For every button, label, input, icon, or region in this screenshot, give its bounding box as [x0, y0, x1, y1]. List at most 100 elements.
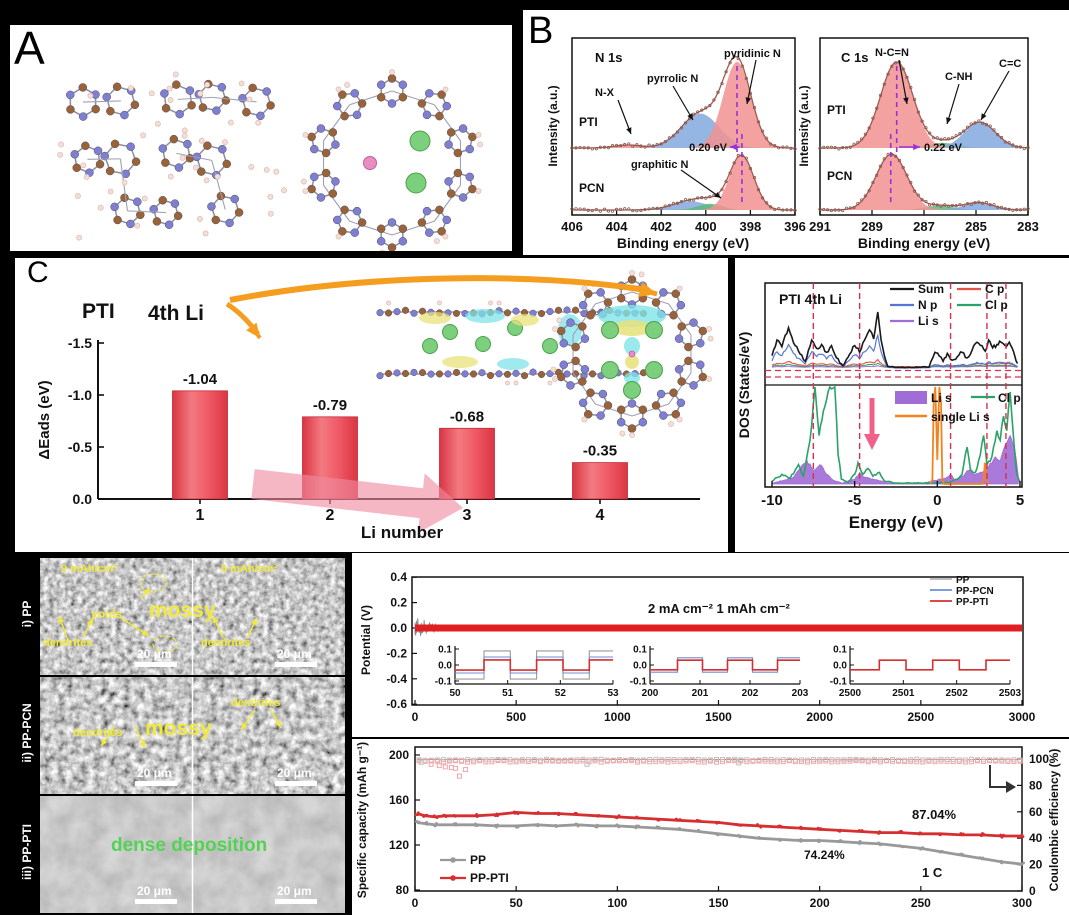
tick-label: 160	[389, 793, 409, 807]
tick-label: 0.0	[833, 661, 847, 672]
tick-label: 398	[740, 219, 762, 234]
c1s-title: C 1s	[841, 50, 868, 65]
sem-annotation-shapes	[58, 573, 282, 749]
bar-value-label: -1.04	[183, 371, 218, 388]
sem-annotation: mossy	[145, 717, 212, 740]
tick-label: 500	[506, 710, 526, 724]
tick-label: 285	[965, 219, 987, 234]
tick-label: 51	[502, 688, 514, 699]
panel-b-letter: B	[528, 10, 554, 52]
legend-label: PP	[470, 853, 486, 867]
tick-label: 0.0	[438, 661, 452, 672]
dos-ylabel: DOS (States/eV)	[736, 332, 752, 439]
bar-li-1	[172, 390, 228, 500]
tick-label: 2501	[892, 688, 915, 699]
tick-label: -0.2	[386, 646, 407, 660]
sem-row-label: iii) PP-PTI	[20, 824, 34, 881]
tick-label: 0.1	[438, 645, 452, 656]
tick-label: 5	[1016, 492, 1024, 509]
tick-label: 0.1	[633, 645, 647, 656]
c1s-cnh-label: C-NH	[945, 71, 973, 83]
bar-li-4	[572, 462, 628, 500]
tick-label: 0	[412, 710, 419, 724]
tick-label: 201	[692, 688, 709, 699]
tick-label: 396	[784, 219, 806, 234]
tick-label: 0.2	[390, 596, 407, 610]
tick-label: 2500	[907, 710, 934, 724]
c1s-pti-label: PTI	[827, 103, 846, 117]
sem-image-r1c1	[40, 558, 192, 675]
tick-label: 0.1	[833, 645, 847, 656]
tick-label: 2503	[999, 688, 1022, 699]
tick-label: 60	[1029, 805, 1043, 819]
scale-label: 20 μm	[277, 766, 312, 780]
sem-grid	[40, 558, 345, 913]
legend-label: N p	[918, 298, 937, 312]
tick-label: 291	[809, 219, 831, 234]
c1s-cc-label: C=C	[999, 58, 1021, 70]
retention-gray: 74.24%	[804, 848, 845, 862]
legend-label: Cl p	[998, 391, 1021, 405]
symmetric-cell-chart: 0.4 0.2 0.0 -0.2 -0.4 -0.6 0 500 1000 1500 2000 250…	[359, 570, 1036, 724]
scale-label: 20 μm	[137, 766, 172, 780]
tick-label: 283	[1017, 219, 1039, 234]
adsorption-energy-chart: -1.5-1.0-0.50.0-1.041-0.792-0.683-0.354 …	[36, 270, 714, 542]
tick-label: 20	[1029, 858, 1043, 872]
tick-label: 1	[196, 507, 205, 524]
tick-label: 0	[412, 896, 419, 910]
sem-annotation: dendrites	[201, 637, 251, 649]
tick-label: 0.0	[390, 621, 407, 635]
tick-label: 80	[396, 883, 410, 897]
legend-label: Li s	[918, 314, 939, 328]
tick-label: 0.4	[390, 570, 407, 584]
sem-annotation: 5 mAh/cm²	[221, 563, 278, 575]
tick-label: 202	[742, 688, 759, 699]
tick-label: 53	[607, 688, 619, 699]
legend-label: PP-PTI	[956, 597, 988, 608]
n1s-title: N 1s	[595, 50, 622, 65]
tick-label: 0.0	[73, 491, 93, 507]
scale-label: 20 μm	[277, 647, 312, 661]
c1s-ylabel: Intensity (a.u.)	[797, 85, 811, 166]
scale-label: 20 μm	[137, 884, 172, 898]
tick-label: 1500	[705, 710, 732, 724]
tick-label: -0.1	[830, 677, 848, 688]
tick-label: 52	[555, 688, 567, 699]
tick-label: -0.1	[435, 677, 453, 688]
legend-label: PP	[956, 575, 970, 586]
n1s-pyrrolic-label: pyrrolic N	[647, 73, 698, 85]
sem-annotation: voids	[91, 607, 123, 621]
sem-image-r2c2	[193, 677, 345, 794]
tick-label: 300	[1012, 896, 1032, 910]
current-annotation: 2 mA cm⁻² 1 mAh cm⁻²	[648, 601, 791, 616]
legend-label: PP-PCN	[956, 586, 994, 597]
tick-label: 400	[695, 219, 717, 234]
potential-ylabel: Potential (V)	[359, 605, 373, 675]
scale-bar	[135, 899, 177, 904]
trend-arrow	[251, 469, 463, 533]
sem-annotation: mossy	[149, 599, 216, 622]
n1s-graphitic-label: graphitic N	[631, 159, 689, 171]
n1s-pcn-label: PCN	[579, 181, 604, 195]
bar-value-label: -0.79	[313, 397, 347, 414]
n1s-ylabel: Intensity (a.u.)	[546, 85, 560, 166]
tick-label: 200	[389, 748, 409, 762]
sem-image-r1c2	[193, 558, 345, 675]
tick-label: 402	[650, 219, 672, 234]
rate-label: 1 C	[922, 865, 943, 880]
tick-label: -0.6	[386, 697, 407, 711]
dos-xlabel: Energy (eV)	[849, 513, 943, 532]
tick-label: 0.0	[633, 661, 647, 672]
legend-label: Cl p	[985, 298, 1008, 312]
legend-label: Li s	[931, 391, 952, 405]
panel-sem: i) PP ii) PP-PCN iii) PP-PTI 2 mAh/cm² 5 mAh…	[15, 558, 345, 915]
scale-bar	[135, 662, 177, 667]
bar-value-label: -0.68	[450, 408, 484, 425]
legend-label: Sum	[918, 282, 944, 296]
tick-label: -0.5	[68, 439, 92, 455]
bar-value-label: -0.35	[583, 443, 617, 460]
panel-b: B 406 404 402 400 398 396 291 289 287 285 283 N 1s…	[523, 10, 1069, 255]
dos-title: PTI 4th Li	[779, 291, 842, 307]
tick-label: 2500	[839, 688, 862, 699]
tick-label: 406	[561, 219, 583, 234]
